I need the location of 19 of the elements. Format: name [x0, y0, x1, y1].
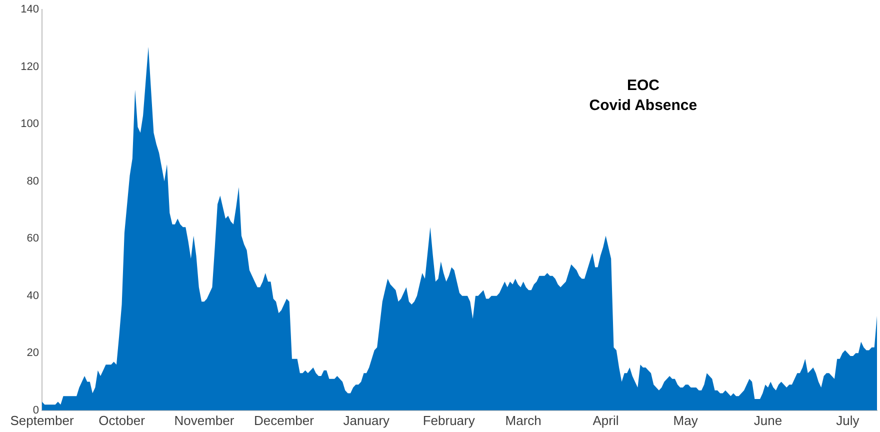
- x-tick-label: April: [592, 412, 619, 428]
- y-tick-label: 120: [20, 60, 39, 73]
- y-tick-label: 40: [26, 290, 39, 302]
- x-tick-label: January: [343, 412, 390, 428]
- text: Covid Absence: [589, 97, 698, 114]
- y-tick-label: 60: [26, 232, 39, 245]
- x-tick-label: November: [174, 412, 235, 428]
- y-tick-label: 140: [20, 4, 39, 16]
- x-tick-label: February: [422, 412, 476, 428]
- y-tick-label: 100: [20, 118, 39, 130]
- x-tick-label: December: [254, 412, 315, 428]
- x-tick-label: July: [836, 412, 860, 428]
- y-tick-label: 80: [26, 175, 39, 188]
- y-tick-label: 20: [26, 347, 39, 360]
- x-tick-label: June: [754, 412, 782, 428]
- x-tick-label: May: [673, 412, 698, 428]
- x-tick-label: October: [98, 412, 146, 428]
- text: EOC: [626, 77, 660, 94]
- x-tick-label: March: [505, 412, 542, 428]
